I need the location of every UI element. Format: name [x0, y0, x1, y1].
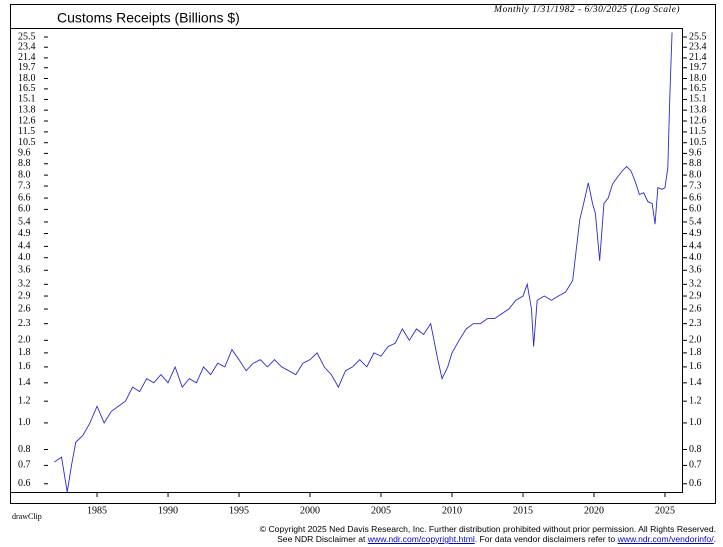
- footer: © Copyright 2025 Ned Davis Research, Inc…: [260, 524, 716, 544]
- y2-tick-label: 0.6: [689, 478, 702, 489]
- y2-tick-label: 1.8: [689, 347, 702, 358]
- y2-tick-label: 6.6: [689, 192, 702, 203]
- y2-tick-label: 4.0: [689, 252, 702, 263]
- y-tick-label: 7.3: [18, 180, 31, 191]
- x-tick-label: 2025: [655, 505, 675, 516]
- x-tick-label: 2005: [371, 505, 391, 516]
- y2-tick-label: 19.7: [689, 62, 707, 73]
- y-tick-label: 6.0: [18, 204, 31, 215]
- y-tick-label: 19.7: [18, 62, 36, 73]
- y-tick-label: 1.8: [18, 347, 31, 358]
- y-tick-label: 11.5: [18, 126, 35, 137]
- y2-tick-label: 25.5: [689, 31, 707, 42]
- y-tick-label: 4.4: [18, 241, 31, 252]
- data-line: [54, 32, 673, 493]
- y-tick-label: 5.4: [18, 216, 31, 227]
- y-tick-label: 2.9: [18, 290, 31, 301]
- x-tick-label: 1995: [229, 505, 249, 516]
- y-tick-label: 0.6: [18, 478, 31, 489]
- y-tick-label: 23.4: [18, 42, 36, 53]
- y2-tick-label: 2.6: [689, 303, 702, 314]
- x-tick-label: 2020: [584, 505, 604, 516]
- y-tick-label: 21.4: [18, 52, 36, 63]
- y-tick-label: 4.9: [18, 228, 31, 239]
- y2-tick-label: 0.7: [689, 460, 702, 471]
- x-tick-label: 2010: [442, 505, 462, 516]
- y2-tick-label: 8.8: [689, 158, 702, 169]
- y-tick-label: 1.6: [18, 361, 31, 372]
- y2-tick-label: 7.3: [689, 180, 702, 191]
- x-tick-label: 2015: [513, 505, 533, 516]
- y-tick-label: 2.0: [18, 335, 31, 346]
- y-tick-label: 8.8: [18, 158, 31, 169]
- x-tick-label: 1985: [87, 505, 107, 516]
- y2-tick-label: 3.6: [689, 265, 702, 276]
- y-tick-label: 3.2: [18, 279, 31, 290]
- y-tick-label: 8.0: [18, 169, 31, 180]
- link[interactable]: www.ndr.com/copyright.html: [367, 534, 475, 544]
- y-tick-label: 10.5: [18, 137, 36, 148]
- y2-tick-label: 1.0: [689, 417, 702, 428]
- y2-tick-label: 8.0: [689, 169, 702, 180]
- y2-tick-label: 16.5: [689, 83, 707, 94]
- chart-title: Customs Receipts (Billions $): [57, 10, 240, 26]
- y-tick-label: 13.8: [18, 104, 36, 115]
- chart-subtitle: Monthly 1/31/1982 - 6/30/2025 (Log Scale…: [493, 4, 680, 15]
- y2-tick-label: 2.9: [689, 290, 702, 301]
- y2-tick-label: 1.6: [689, 361, 702, 372]
- y2-tick-label: 1.4: [689, 377, 702, 388]
- y-tick-label: 9.6: [18, 148, 31, 159]
- y2-tick-label: 13.8: [689, 104, 707, 115]
- text: See NDR Disclaimer at: [277, 534, 368, 544]
- y2-tick-label: 4.4: [689, 241, 702, 252]
- y2-tick-label: 3.2: [689, 279, 702, 290]
- y-tick-label: 16.5: [18, 83, 36, 94]
- y-tick-label: 12.6: [18, 115, 36, 126]
- text: . For data vendor disclaimers refer to: [474, 534, 618, 544]
- y-tick-label: 3.6: [18, 265, 31, 276]
- y2-tick-label: 2.3: [689, 318, 702, 329]
- text: .: [713, 534, 716, 544]
- y-tick-label: 1.4: [18, 377, 31, 388]
- y-tick-label: 6.6: [18, 192, 31, 203]
- y-tick-label: 15.1: [18, 94, 36, 105]
- y2-tick-label: 21.4: [689, 52, 707, 63]
- y-tick-label: 0.7: [18, 460, 31, 471]
- y2-tick-label: 11.5: [689, 126, 706, 137]
- y2-tick-label: 12.6: [689, 115, 707, 126]
- x-tick-label: 1990: [158, 505, 178, 516]
- y-tick-label: 0.8: [18, 444, 31, 455]
- y2-tick-label: 18.0: [689, 73, 707, 84]
- y2-tick-label: 2.0: [689, 335, 702, 346]
- y2-tick-label: 0.8: [689, 444, 702, 455]
- y2-tick-label: 23.4: [689, 42, 707, 53]
- y-tick-label: 18.0: [18, 73, 36, 84]
- y2-tick-label: 1.2: [689, 395, 702, 406]
- annotation: drawClip: [12, 512, 42, 521]
- chart-frame: [10, 4, 716, 504]
- disclaimer: See NDR Disclaimer at www.ndr.com/copyri…: [260, 534, 716, 544]
- y-tick-label: 4.0: [18, 252, 31, 263]
- y-tick-label: 1.2: [18, 395, 31, 406]
- y2-tick-label: 4.9: [689, 228, 702, 239]
- y2-tick-label: 9.6: [689, 148, 702, 159]
- x-tick-label: 2000: [300, 505, 320, 516]
- y2-tick-label: 10.5: [689, 137, 707, 148]
- y-tick-label: 1.0: [18, 417, 31, 428]
- y-tick-label: 2.3: [18, 318, 31, 329]
- link[interactable]: www.ndr.com/vendorinfo/: [617, 534, 714, 544]
- plot-frame: [10, 28, 683, 493]
- y-tick-label: 2.6: [18, 303, 31, 314]
- y2-tick-label: 5.4: [689, 216, 702, 227]
- y2-tick-label: 15.1: [689, 94, 707, 105]
- y-tick-label: 25.5: [18, 31, 36, 42]
- y2-tick-label: 6.0: [689, 204, 702, 215]
- copyright: © Copyright 2025 Ned Davis Research, Inc…: [259, 524, 716, 534]
